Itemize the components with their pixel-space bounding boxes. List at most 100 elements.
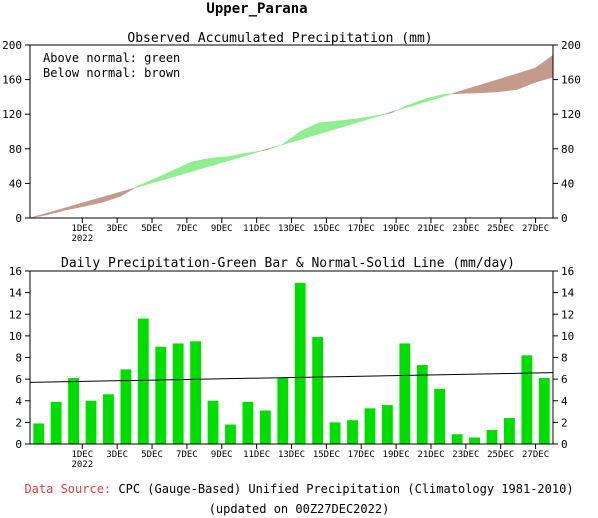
below-normal-area: [66, 206, 70, 211]
below-normal-area: [79, 202, 83, 208]
below-normal-area: [454, 91, 458, 95]
above-normal-area: [249, 151, 253, 155]
below-normal-area: [119, 191, 122, 198]
below-normal-area: [543, 59, 547, 80]
above-normal-area: [395, 109, 399, 112]
above-normal-area: [315, 122, 318, 136]
daily-x-tick-label: 7DEC: [176, 450, 198, 460]
daily-y-tick-label-right: 0: [561, 438, 568, 451]
below-normal-area: [465, 88, 469, 94]
below-normal-area: [537, 64, 541, 82]
above-normal-area: [197, 159, 201, 170]
below-normal-area: [62, 207, 66, 212]
below-normal-area: [44, 212, 48, 216]
above-normal-area: [365, 116, 369, 121]
accum-y-tick-label-right: 0: [561, 212, 568, 225]
above-normal-area: [217, 157, 220, 165]
daily-bar: [364, 408, 376, 444]
below-normal-area: [496, 79, 499, 93]
above-normal-area: [439, 94, 443, 98]
daily-y-tick-label-right: 10: [561, 330, 574, 343]
below-normal-area: [539, 62, 543, 82]
daily-y-tick-label: 6: [15, 373, 22, 386]
above-normal-area: [435, 95, 438, 100]
below-normal-area: [99, 196, 103, 204]
above-normal-area: [171, 169, 175, 178]
above-normal-area: [317, 122, 321, 135]
accum-y-tick-label: 200: [2, 39, 22, 52]
daily-bar: [434, 388, 446, 444]
below-normal-area: [269, 147, 273, 150]
daily-x-tick-label: 27DEC: [522, 450, 549, 460]
daily-bar: [416, 365, 428, 444]
below-normal-area: [493, 79, 497, 93]
above-normal-area: [238, 153, 242, 158]
above-normal-area: [173, 168, 177, 177]
daily-bar: [312, 336, 324, 444]
above-normal-area: [212, 157, 216, 166]
above-normal-area: [278, 144, 281, 147]
accum-y-tick-label: 160: [2, 74, 22, 87]
above-normal-area: [343, 119, 347, 127]
below-normal-area: [389, 111, 393, 114]
accum-x-tick-label: 19DEC: [383, 224, 410, 234]
daily-bar: [172, 343, 184, 444]
updated-line: (updated on 00Z27DEC2022): [208, 502, 390, 516]
accum-legend-above: Above normal: green: [43, 51, 180, 65]
above-normal-area: [299, 130, 303, 140]
above-normal-area: [232, 154, 236, 160]
below-normal-area: [504, 76, 508, 92]
above-normal-area: [308, 125, 312, 138]
above-normal-area: [158, 175, 162, 182]
above-normal-area: [445, 93, 449, 96]
below-normal-area: [49, 211, 53, 215]
above-normal-area: [180, 165, 183, 176]
below-normal-area: [456, 91, 460, 94]
daily-x-tick-label: 17DEC: [348, 450, 375, 460]
accum-x-tick-label: 17DEC: [348, 224, 375, 234]
daily-x-tick-label: 9DEC: [211, 450, 233, 460]
accum-y-tick-label-right: 200: [561, 39, 581, 52]
daily-y-tick-label-right: 14: [561, 287, 575, 300]
above-normal-area: [225, 156, 229, 162]
below-normal-area: [121, 190, 125, 197]
below-normal-area: [55, 209, 59, 213]
accum-y-tick-label-right: 80: [561, 143, 574, 156]
above-normal-area: [221, 156, 225, 163]
below-normal-area: [58, 208, 61, 213]
above-normal-area: [428, 97, 432, 102]
daily-y-tick-label-right: 8: [561, 352, 568, 365]
below-normal-area: [541, 61, 545, 81]
daily-bar: [103, 394, 114, 444]
below-normal-area: [68, 205, 72, 210]
below-normal-area: [265, 148, 268, 151]
below-normal-area: [467, 87, 471, 94]
above-normal-area: [160, 174, 164, 181]
daily-bar: [68, 378, 79, 444]
accum-y-tick-label: 120: [2, 108, 22, 121]
above-normal-area: [328, 121, 332, 132]
accum-x-tick-label: 5DEC: [141, 224, 163, 234]
daily-y-tick-label: 8: [15, 352, 22, 365]
above-normal-area: [293, 134, 297, 142]
below-normal-area: [262, 149, 266, 152]
below-normal-area: [485, 82, 488, 93]
accum-y-tick-label-right: 120: [561, 108, 581, 121]
below-normal-area: [498, 78, 502, 92]
above-normal-area: [417, 100, 421, 105]
below-normal-area: [500, 77, 504, 92]
below-normal-area: [393, 110, 397, 113]
below-normal-area: [77, 203, 81, 208]
below-normal-area: [515, 73, 519, 90]
data-source-line: Data Source: CPC (Gauge-Based) Unified P…: [0, 482, 598, 496]
below-normal-area: [478, 84, 482, 94]
above-normal-area: [145, 181, 148, 186]
daily-y-tick-label: 12: [9, 308, 22, 321]
below-normal-area: [502, 77, 506, 92]
below-normal-area: [489, 81, 493, 93]
data-source-label: Data Source:: [24, 482, 112, 496]
below-normal-area: [491, 80, 495, 93]
above-normal-area: [350, 119, 353, 125]
below-normal-area: [480, 83, 484, 94]
